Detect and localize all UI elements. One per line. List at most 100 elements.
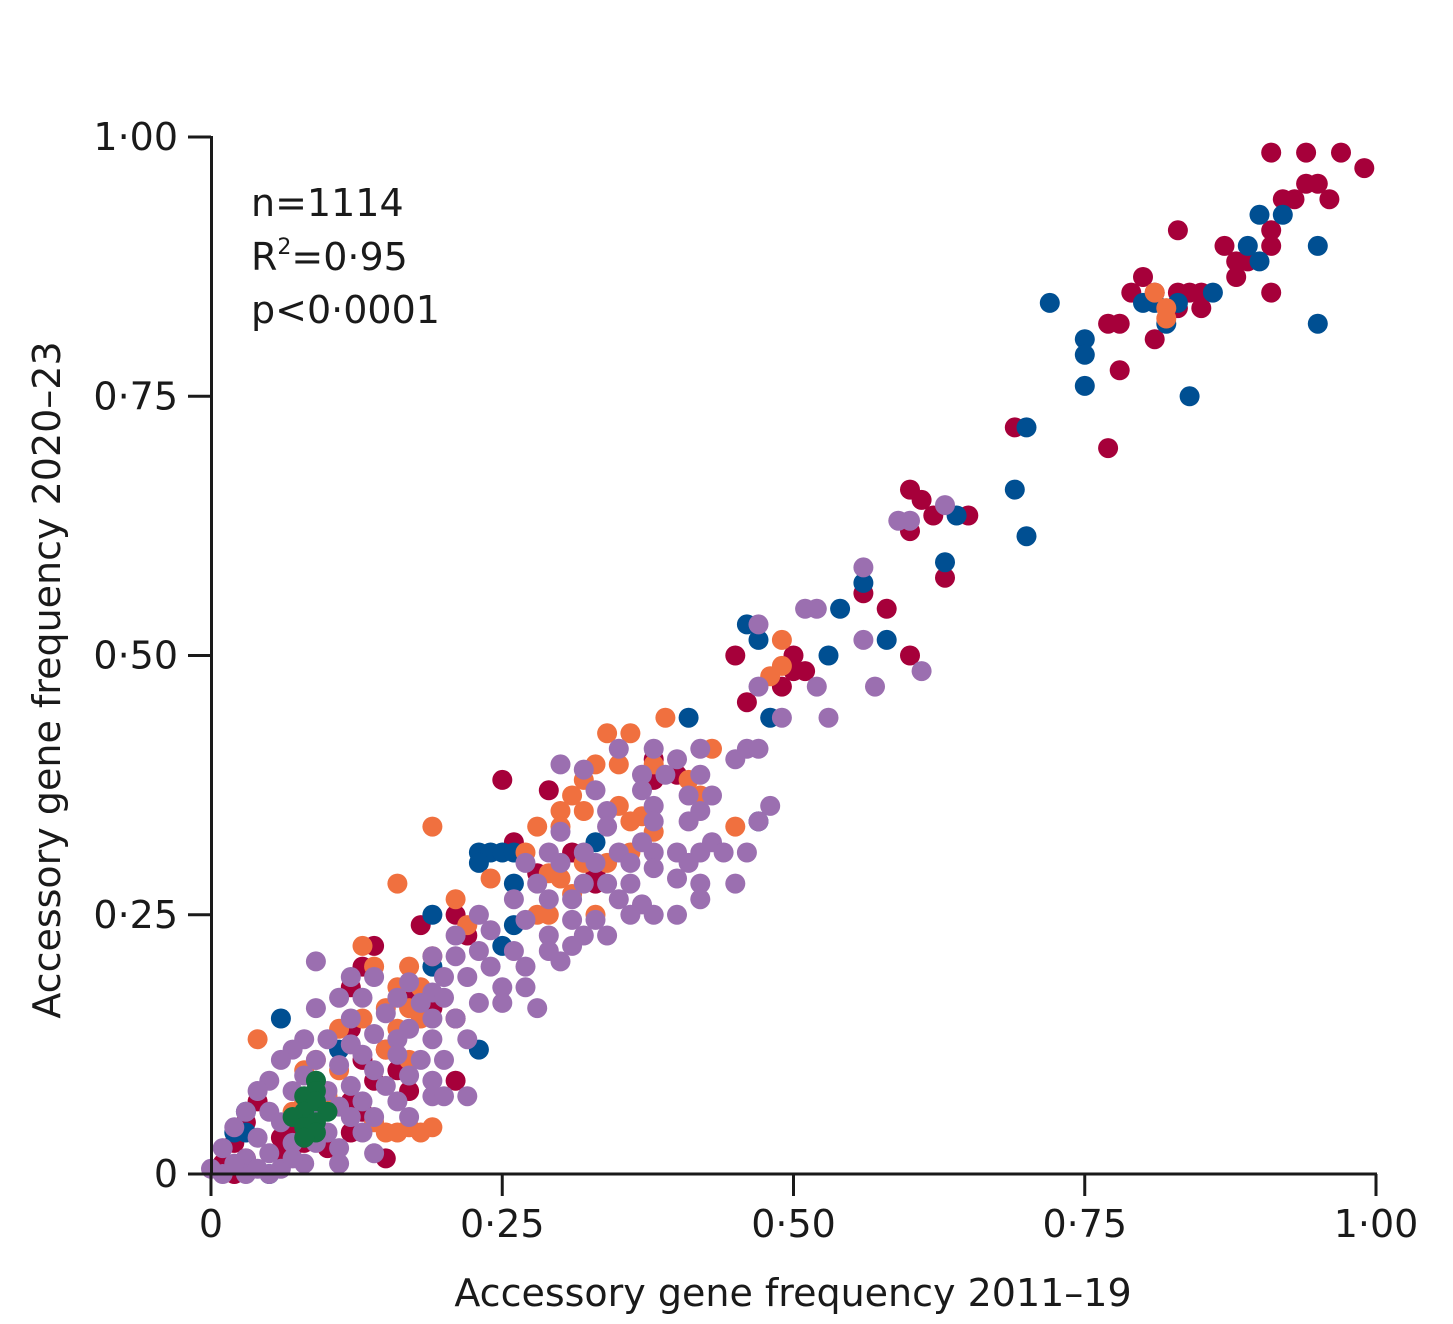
data-point (702, 785, 722, 806)
data-point (806, 598, 827, 619)
x-tick-label: 0 (199, 1202, 223, 1246)
data-point (387, 1044, 408, 1065)
r2-annotation: R2=0·95 (251, 235, 408, 279)
data-point (445, 1070, 466, 1091)
data-point (527, 816, 548, 837)
data-point (818, 707, 839, 728)
data-point (655, 764, 676, 785)
data-point (748, 614, 769, 635)
data-point (235, 1101, 256, 1122)
data-point (422, 816, 443, 837)
data-point (562, 889, 583, 910)
data-point (1016, 417, 1037, 438)
data-point (748, 676, 769, 697)
data-point (1144, 282, 1165, 303)
data-point (352, 1122, 373, 1143)
data-point (399, 972, 420, 993)
data-point (911, 489, 932, 510)
data-point (1179, 386, 1200, 407)
data-point (771, 629, 792, 650)
data-point (468, 852, 489, 873)
data-point (550, 801, 571, 821)
data-point (527, 998, 548, 1019)
data-point (515, 977, 536, 998)
data-point (305, 1049, 326, 1070)
data-point (468, 941, 489, 961)
data-point (422, 904, 443, 925)
data-point (1261, 142, 1282, 163)
data-point (375, 1075, 396, 1096)
data-point (259, 1143, 280, 1164)
data-point (212, 1138, 233, 1159)
data-point (422, 1117, 443, 1138)
x-tick-label: 0·50 (751, 1202, 836, 1246)
data-point (597, 723, 618, 744)
data-point (1016, 526, 1037, 547)
y-tick-label: 0·25 (93, 893, 178, 937)
data-point (492, 769, 513, 790)
data-point (538, 925, 559, 946)
data-point (655, 707, 676, 728)
r2-superscript: 2 (277, 235, 291, 260)
data-point (620, 723, 641, 744)
data-point (340, 967, 361, 987)
data-point (748, 811, 769, 832)
data-point (364, 1024, 385, 1044)
data-point (667, 868, 687, 889)
data-point (247, 1081, 268, 1101)
data-point (445, 1008, 466, 1029)
data-point (736, 692, 757, 713)
data-point (1284, 189, 1305, 210)
data-point (573, 873, 594, 894)
data-point (935, 495, 955, 516)
data-point (270, 1049, 291, 1070)
data-point (457, 1029, 478, 1050)
data-point (375, 1003, 396, 1024)
data-point (317, 1029, 338, 1050)
data-point (643, 811, 664, 832)
data-point (573, 801, 594, 821)
data-point (608, 738, 629, 759)
data-point (352, 935, 373, 956)
data-point (725, 816, 746, 837)
data-point (282, 1148, 303, 1169)
data-point (725, 873, 746, 894)
data-point (410, 1049, 431, 1070)
data-point (503, 873, 524, 894)
data-point (573, 759, 594, 780)
data-point (935, 552, 955, 573)
data-point (340, 1008, 361, 1029)
data-point (468, 904, 489, 925)
data-point (853, 572, 874, 593)
data-point (830, 598, 851, 619)
data-point (503, 941, 524, 961)
y-axis-label: Accessory gene frequency 2020–23 (25, 341, 69, 1018)
data-point (1319, 189, 1340, 210)
data-point (1074, 329, 1095, 350)
data-point (678, 707, 699, 728)
data-point (399, 1065, 420, 1086)
data-point (305, 998, 326, 1019)
data-point (457, 1086, 478, 1107)
data-point (597, 925, 618, 946)
data-point (364, 967, 385, 987)
data-point (387, 873, 408, 894)
data-point (678, 811, 699, 832)
data-point (690, 889, 711, 910)
data-point (1237, 235, 1258, 256)
data-point (399, 1107, 420, 1127)
data-point (434, 987, 454, 1008)
y-tick-label: 0·75 (93, 374, 178, 418)
data-point (748, 629, 769, 650)
data-point (1098, 313, 1119, 334)
x-tick-label: 0·25 (460, 1202, 545, 1246)
data-point (597, 816, 618, 837)
x-tick-label: 1·00 (1334, 1202, 1419, 1246)
data-point (515, 852, 536, 873)
data-point (876, 629, 897, 650)
data-point (935, 567, 955, 588)
data-point (434, 1049, 454, 1070)
data-point (608, 889, 629, 910)
x-axis-label: Accessory gene frequency 2011–19 (454, 1271, 1131, 1315)
data-point (1249, 204, 1270, 225)
